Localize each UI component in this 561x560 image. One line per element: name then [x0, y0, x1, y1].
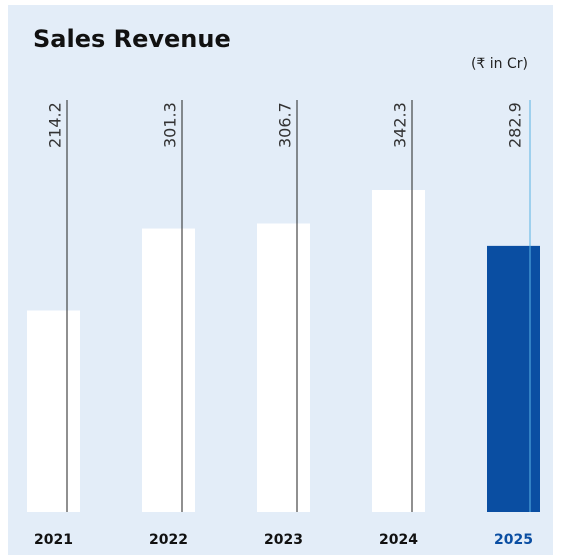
x-tick-label: 2021 — [34, 532, 73, 548]
bar — [257, 223, 310, 512]
value-label: 342.3 — [391, 102, 410, 148]
x-tick-label: 2023 — [264, 532, 303, 548]
value-label: 301.3 — [161, 102, 180, 148]
bar — [372, 190, 425, 512]
bar — [487, 245, 540, 512]
unit-label: (₹ in Cr) — [471, 56, 528, 72]
x-tick-label: 2025 — [494, 532, 533, 548]
x-tick-label: 2024 — [379, 532, 418, 548]
bar — [142, 228, 195, 512]
value-label: 214.2 — [46, 102, 65, 148]
value-label: 306.7 — [276, 102, 295, 148]
x-tick-label: 2022 — [149, 532, 188, 548]
value-label: 282.9 — [506, 102, 525, 148]
bar — [27, 310, 80, 512]
chart-title: Sales Revenue — [33, 25, 231, 53]
